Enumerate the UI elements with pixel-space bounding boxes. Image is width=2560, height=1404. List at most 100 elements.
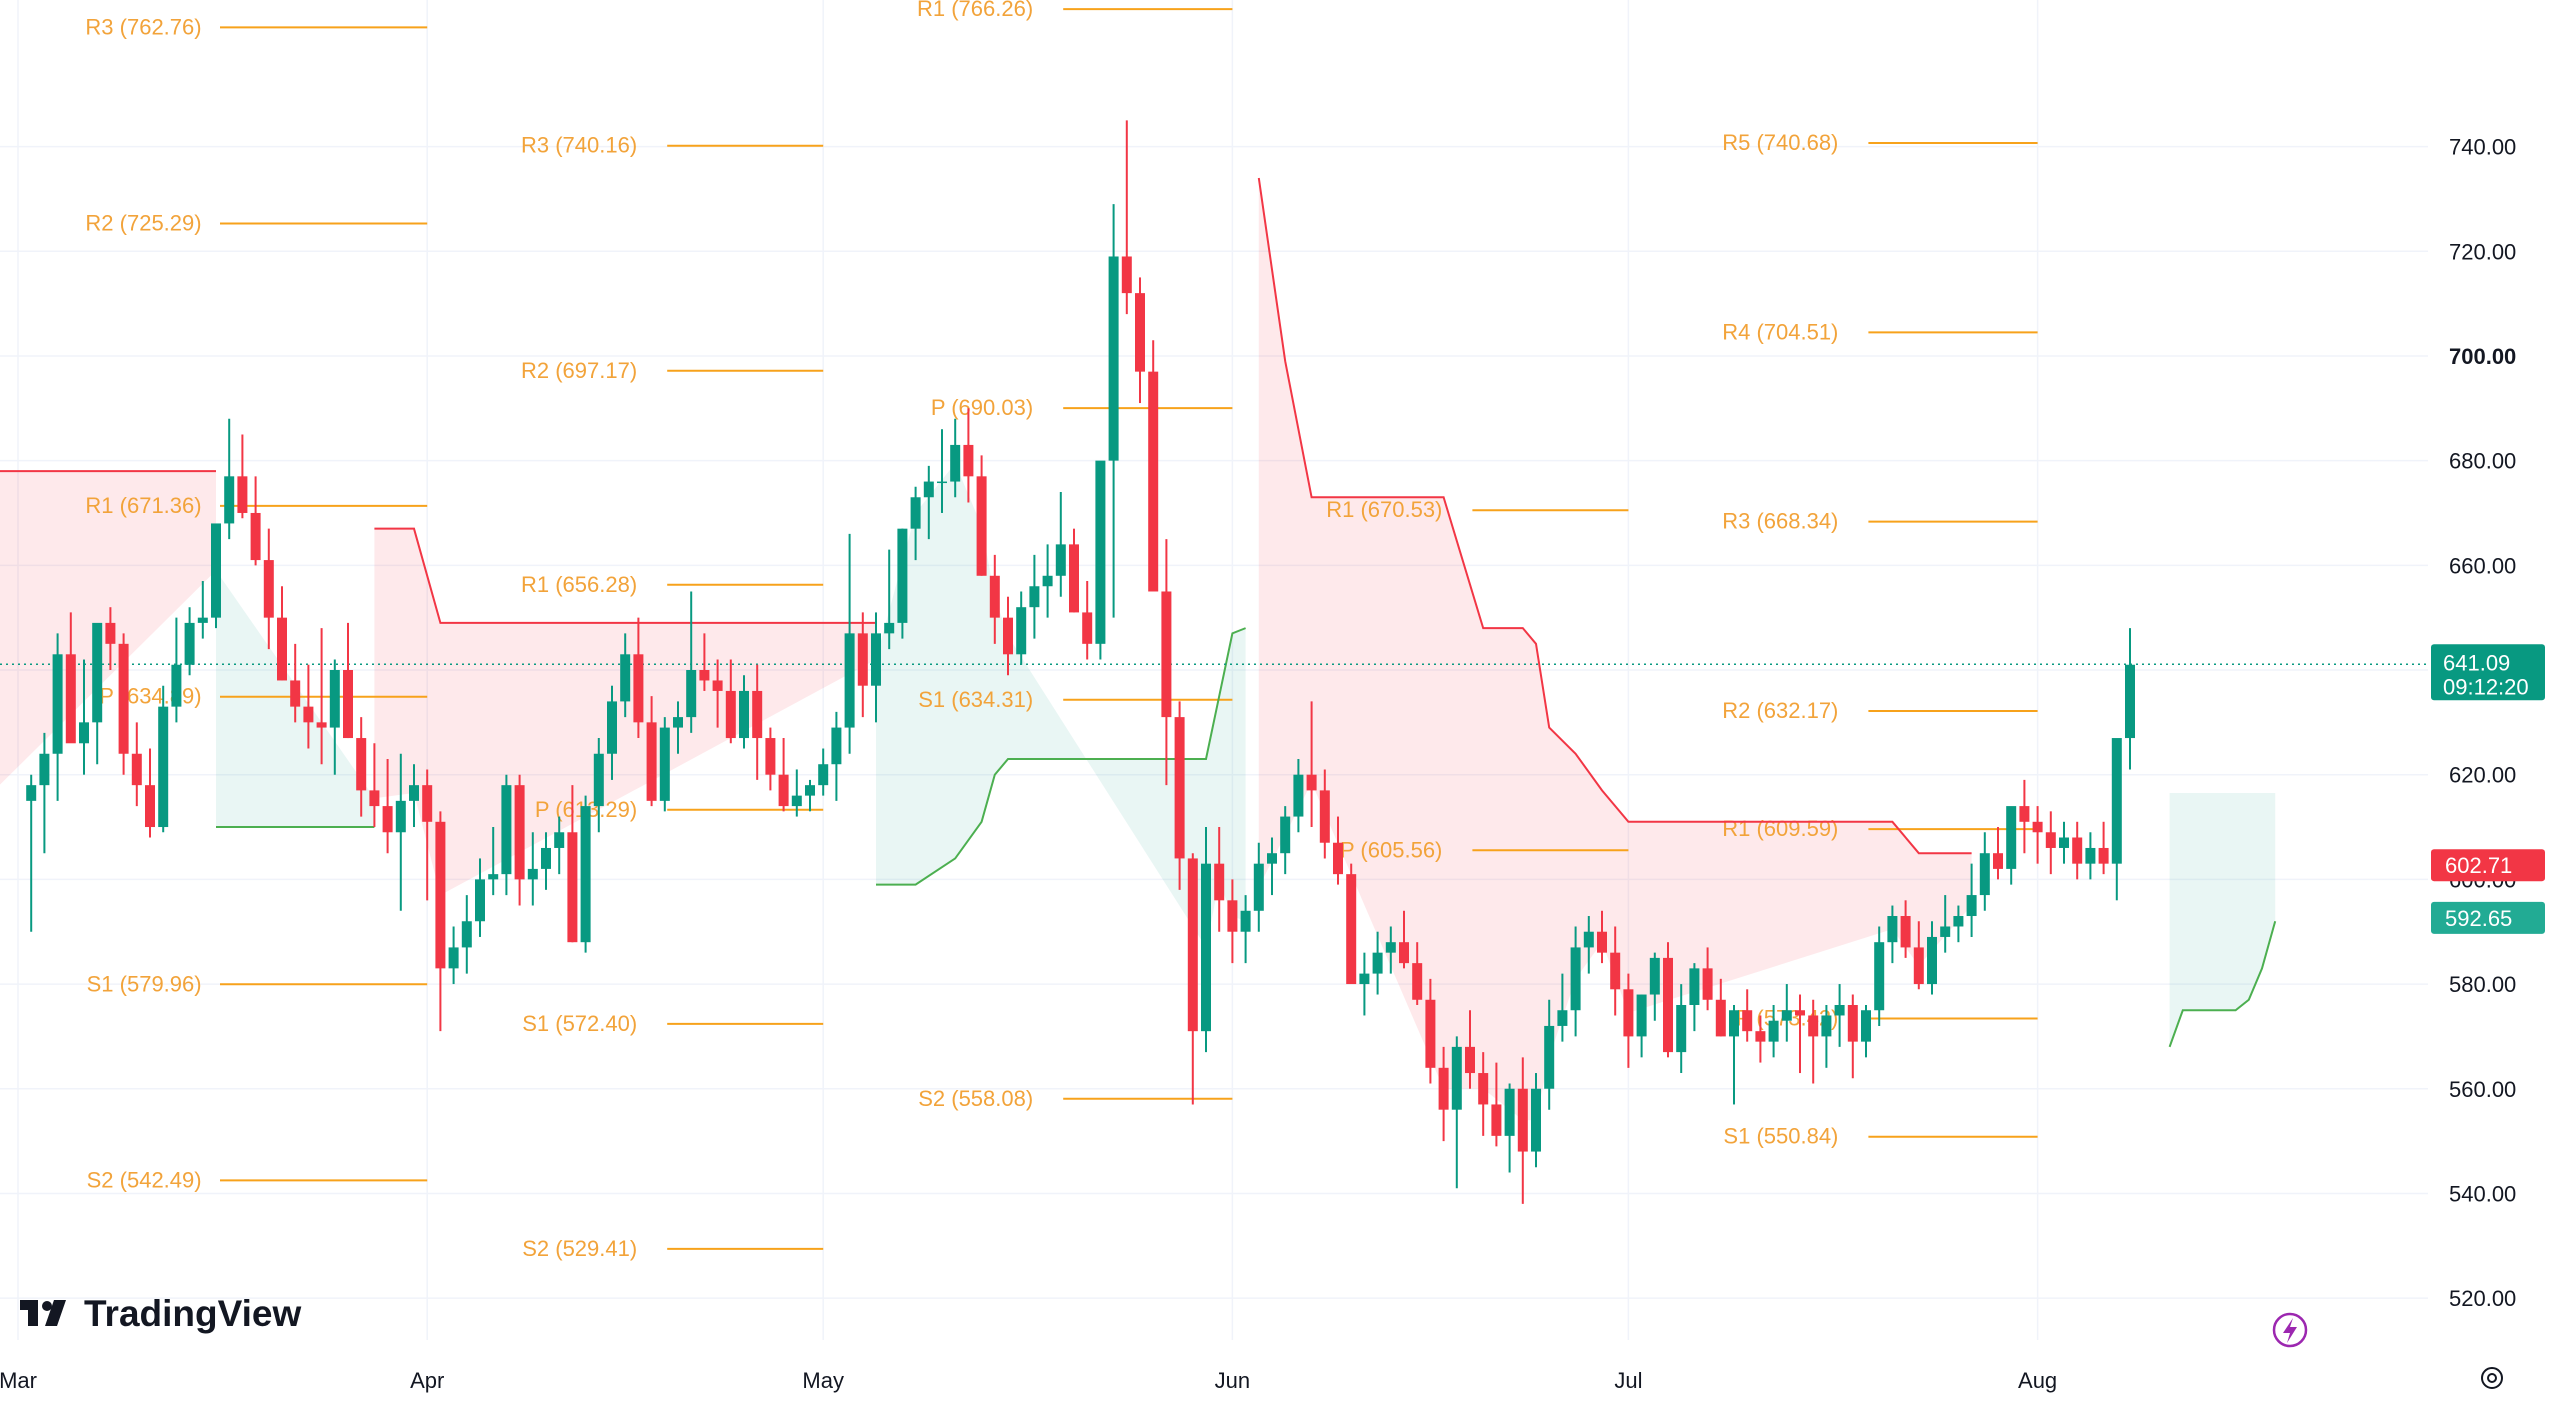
candle[interactable] [1781,984,1792,1042]
candle[interactable] [1874,926,1885,1026]
candle[interactable] [1029,554,1040,639]
candle[interactable] [1676,984,1687,1074]
candle[interactable] [369,743,380,828]
candle[interactable] [343,622,353,739]
candle[interactable] [923,465,934,540]
candle[interactable] [488,827,499,896]
candle[interactable] [145,748,155,838]
candle[interactable] [501,774,512,896]
candle[interactable] [580,795,591,953]
candle[interactable] [1544,999,1555,1110]
candle[interactable] [1597,910,1607,964]
candle[interactable] [1808,999,1819,1084]
candle[interactable] [1016,591,1027,665]
candle[interactable] [699,633,710,691]
candle[interactable] [1953,905,1964,943]
candle[interactable] [1663,942,1673,1058]
candle[interactable] [1069,528,1079,613]
candle[interactable] [475,858,485,937]
candle[interactable] [1649,952,1660,1021]
candle[interactable] [197,581,208,639]
candle[interactable] [1742,989,1753,1042]
candle[interactable] [1227,879,1238,964]
candle[interactable] [1359,952,1370,1016]
candle[interactable] [2019,779,2030,854]
candle[interactable] [158,685,169,833]
candle[interactable] [2006,806,2017,885]
candle[interactable] [1755,1015,1766,1063]
candle[interactable] [435,811,446,1032]
candle[interactable] [1108,204,1119,618]
candle[interactable] [92,622,103,765]
candle[interactable] [712,659,723,728]
lightning-icon[interactable] [2272,1312,2308,1348]
candle[interactable] [1557,973,1568,1042]
candle[interactable] [593,738,604,833]
candle[interactable] [1280,806,1291,875]
candle[interactable] [1399,910,1409,969]
candle[interactable] [26,774,37,932]
candle[interactable] [79,659,89,775]
candle[interactable] [950,418,961,498]
candle[interactable] [1927,921,1937,995]
candle[interactable] [1729,1005,1739,1105]
candle[interactable] [1821,1005,1832,1068]
candle[interactable] [65,612,76,744]
candle[interactable] [989,554,1000,644]
candle[interactable] [831,711,842,801]
candle[interactable] [1161,539,1172,786]
candle[interactable] [686,591,697,733]
candle[interactable] [105,607,116,670]
candle[interactable] [395,753,406,911]
candle[interactable] [1003,596,1013,676]
candle[interactable] [857,612,868,718]
candle[interactable] [646,696,657,807]
candle[interactable] [448,926,459,985]
candle[interactable] [1478,1052,1489,1136]
candle[interactable] [752,664,763,780]
candle[interactable] [1623,973,1634,1068]
candle[interactable] [2125,628,2135,770]
candle[interactable] [2032,806,2043,864]
candle[interactable] [1214,827,1225,932]
candle[interactable] [1861,1005,1871,1058]
candle[interactable] [1583,916,1594,974]
candle[interactable] [1240,895,1251,964]
candle[interactable] [1610,926,1621,1016]
candle[interactable] [2085,832,2096,880]
candle[interactable] [620,633,631,718]
candle[interactable] [290,643,301,723]
candle[interactable] [791,769,802,817]
candle[interactable] [2059,821,2069,864]
candle[interactable] [1346,863,1357,985]
candle[interactable] [303,664,314,749]
candle[interactable] [937,429,947,513]
candle[interactable] [2072,821,2083,880]
candle[interactable] [1267,837,1277,896]
candle[interactable] [409,764,419,828]
candle[interactable] [250,476,261,566]
candle[interactable] [527,832,538,906]
candle[interactable] [1319,769,1330,859]
candle[interactable] [778,738,789,812]
candle[interactable] [1135,277,1145,404]
candle[interactable] [1504,1083,1515,1173]
candle[interactable] [1715,978,1726,1037]
candle[interactable] [739,675,749,749]
candle[interactable] [237,434,248,519]
candle[interactable] [1333,816,1343,885]
candle[interactable] [382,758,393,854]
price-axis[interactable]: 520.00540.00560.00580.00600.00620.00640.… [2449,135,2516,1312]
candle[interactable] [1082,581,1093,660]
candle[interactable] [1768,1005,1779,1058]
candle[interactable] [2045,811,2056,875]
candle[interactable] [461,895,472,974]
candle[interactable] [818,748,829,796]
candle[interactable] [131,722,142,807]
candle[interactable] [844,533,855,754]
candle[interactable] [224,418,235,540]
candle[interactable] [356,717,367,817]
candle[interactable] [1636,994,1647,1058]
candle[interactable] [263,528,274,650]
candle[interactable] [1425,978,1436,1084]
